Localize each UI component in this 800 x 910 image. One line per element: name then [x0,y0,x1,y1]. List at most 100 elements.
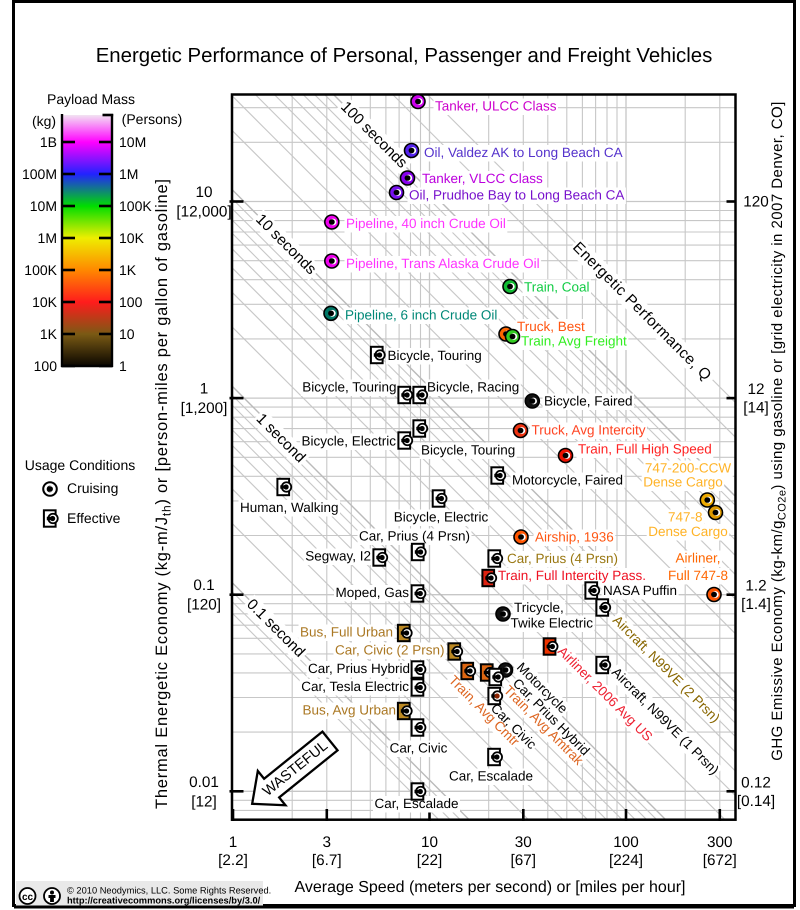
svg-text:0.01: 0.01 [189,774,219,791]
svg-text:Bus, Avg Urban: Bus, Avg Urban [302,703,396,718]
svg-text:cc: cc [22,892,34,903]
svg-text:Car, Escalade: Car, Escalade [374,796,458,811]
svg-text:100: 100 [613,834,639,851]
svg-text:Energetic Performance of Perso: Energetic Performance of Personal, Passe… [96,45,713,67]
svg-text:Bicycle, Racing: Bicycle, Racing [427,380,519,395]
svg-text:[224]: [224] [609,852,643,869]
svg-text:[12]: [12] [191,793,217,810]
svg-text:Oil, Prudhoe Bay to Long Beach: Oil, Prudhoe Bay to Long Beach CA [409,188,624,203]
svg-text:Payload Mass: Payload Mass [47,91,135,107]
svg-text:Car, Tesla Electric: Car, Tesla Electric [301,679,409,694]
svg-text:(Persons): (Persons) [122,111,183,127]
svg-text:1.2: 1.2 [745,578,766,595]
svg-text:http://creativecommons.org/lic: http://creativecommons.org/licenses/by/3… [67,896,261,906]
svg-text:[1.4]: [1.4] [741,596,771,613]
svg-text:0.12: 0.12 [741,774,771,791]
svg-text:12: 12 [747,381,764,398]
svg-text:[67]: [67] [511,852,537,869]
svg-text:100K: 100K [24,262,57,278]
svg-text:30: 30 [515,834,532,851]
svg-text:3: 3 [323,834,332,851]
svg-text:1B: 1B [40,134,57,150]
svg-text:Car, Prius (4 Prsn): Car, Prius (4 Prsn) [507,551,618,566]
svg-text:Tanker, VLCC Class: Tanker, VLCC Class [422,171,543,186]
svg-text:(kg): (kg) [32,113,56,129]
svg-text:Usage Conditions: Usage Conditions [25,457,136,473]
svg-text:Pipeline, Trans Alaska Crude O: Pipeline, Trans Alaska Crude Oil [346,256,540,271]
svg-text:[1,200]: [1,200] [181,400,228,417]
svg-text:Car, Escalade: Car, Escalade [449,769,533,784]
svg-text:[14]: [14] [743,400,769,417]
svg-text:300: 300 [707,834,733,851]
svg-text:1: 1 [119,358,127,374]
svg-text:Average Speed (meters per seco: Average Speed (meters per second) or [mi… [294,879,685,896]
svg-text:Oil, Valdez AK to Long Beach C: Oil, Valdez AK to Long Beach CA [424,145,623,160]
svg-text:Truck, Avg Intercity: Truck, Avg Intercity [532,423,646,438]
svg-text:Car, Prius (4 Prsn): Car, Prius (4 Prsn) [359,529,470,544]
svg-text:Bicycle, Touring: Bicycle, Touring [302,380,396,395]
svg-text:10: 10 [119,326,135,342]
svg-text:Dense Cargo: Dense Cargo [648,524,728,539]
svg-text:1K: 1K [119,262,137,278]
svg-text:GHG Emissive Economy (kg-km/gC: GHG Emissive Economy (kg-km/gCO2e) using… [769,101,789,760]
svg-text:[6.7]: [6.7] [312,852,342,869]
svg-text:Truck, Best: Truck, Best [517,319,585,334]
svg-text:Effective: Effective [67,510,121,526]
svg-text:100M: 100M [22,166,57,182]
svg-text:Car, Prius Hybrid: Car, Prius Hybrid [308,661,410,676]
svg-text:1: 1 [200,381,209,398]
svg-text:Train, Full High Speed: Train, Full High Speed [578,442,712,457]
svg-text:1K: 1K [40,326,58,342]
svg-text:10: 10 [195,184,212,201]
svg-text:[2.2]: [2.2] [218,852,248,869]
svg-text:Bicycle, Faired: Bicycle, Faired [544,394,633,409]
svg-text:1M: 1M [119,166,138,182]
svg-text:Pipeline, 6 inch Crude Oil: Pipeline, 6 inch Crude Oil [345,308,497,323]
svg-text:NASA Puffin: NASA Puffin [603,583,677,598]
svg-text:[22]: [22] [417,852,443,869]
svg-text:10M: 10M [30,198,57,214]
svg-text:Car, Civic (2 Prsn): Car, Civic (2 Prsn) [335,643,445,658]
svg-text:0.1: 0.1 [193,577,214,594]
svg-text:Moped, Gas: Moped, Gas [335,585,409,600]
svg-text:Train, Full Intercity Pass.: Train, Full Intercity Pass. [498,568,646,583]
svg-text:[0.14]: [0.14] [737,793,775,810]
svg-text:100: 100 [34,358,58,374]
svg-text:Car, Civic: Car, Civic [390,741,448,756]
svg-text:1: 1 [229,834,238,851]
svg-text:10: 10 [421,834,438,851]
svg-text:Train, Avg Freight: Train, Avg Freight [521,334,627,349]
svg-text:Bicycle, Electric: Bicycle, Electric [301,434,396,449]
svg-text:Thermal Energetic Economy (kg-: Thermal Energetic Economy (kg-m/Jth) or … [153,179,174,809]
svg-text:[12,000]: [12,000] [176,204,231,221]
svg-text:Bicycle, Electric: Bicycle, Electric [394,510,489,525]
svg-text:Tricycle,: Tricycle, [514,600,564,615]
svg-text:Motorcycle, Faired: Motorcycle, Faired [512,473,623,488]
svg-text:100: 100 [119,294,143,310]
svg-text:120: 120 [743,194,769,211]
svg-text:10K: 10K [119,230,145,246]
svg-text:Airship, 1936: Airship, 1936 [535,530,614,545]
svg-text:10M: 10M [119,134,146,150]
svg-text:Train, Coal: Train, Coal [524,280,590,295]
svg-text:Bus, Full Urban: Bus, Full Urban [300,625,393,640]
svg-text:100K: 100K [119,198,152,214]
svg-text:Cruising: Cruising [67,480,118,496]
svg-text:Tanker, ULCC Class: Tanker, ULCC Class [435,99,557,114]
svg-text:Human, Walking: Human, Walking [240,500,339,515]
svg-text:Segway, I2: Segway, I2 [305,549,371,564]
svg-text:[672]: [672] [703,852,737,869]
svg-text:[120]: [120] [187,597,221,614]
svg-text:747-200-CCW: 747-200-CCW [645,461,732,476]
svg-text:Bicycle, Touring: Bicycle, Touring [388,348,482,363]
svg-text:747-8: 747-8 [668,510,703,525]
svg-text:Airliner,: Airliner, [675,551,720,566]
svg-text:Bicycle, Touring: Bicycle, Touring [421,443,515,458]
svg-text:© 2010 Neodymics, LLC. Some R: © 2010 Neodymics, LLC. Some Rights Reser… [67,886,271,896]
svg-text:Twike Electric: Twike Electric [511,616,594,631]
svg-text:10K: 10K [32,294,58,310]
svg-text:Dense Cargo: Dense Cargo [643,475,723,490]
svg-text:Pipeline, 40 inch Crude Oil: Pipeline, 40 inch Crude Oil [346,216,506,231]
svg-text:1M: 1M [38,230,57,246]
svg-text:Full 747-8: Full 747-8 [668,568,728,583]
